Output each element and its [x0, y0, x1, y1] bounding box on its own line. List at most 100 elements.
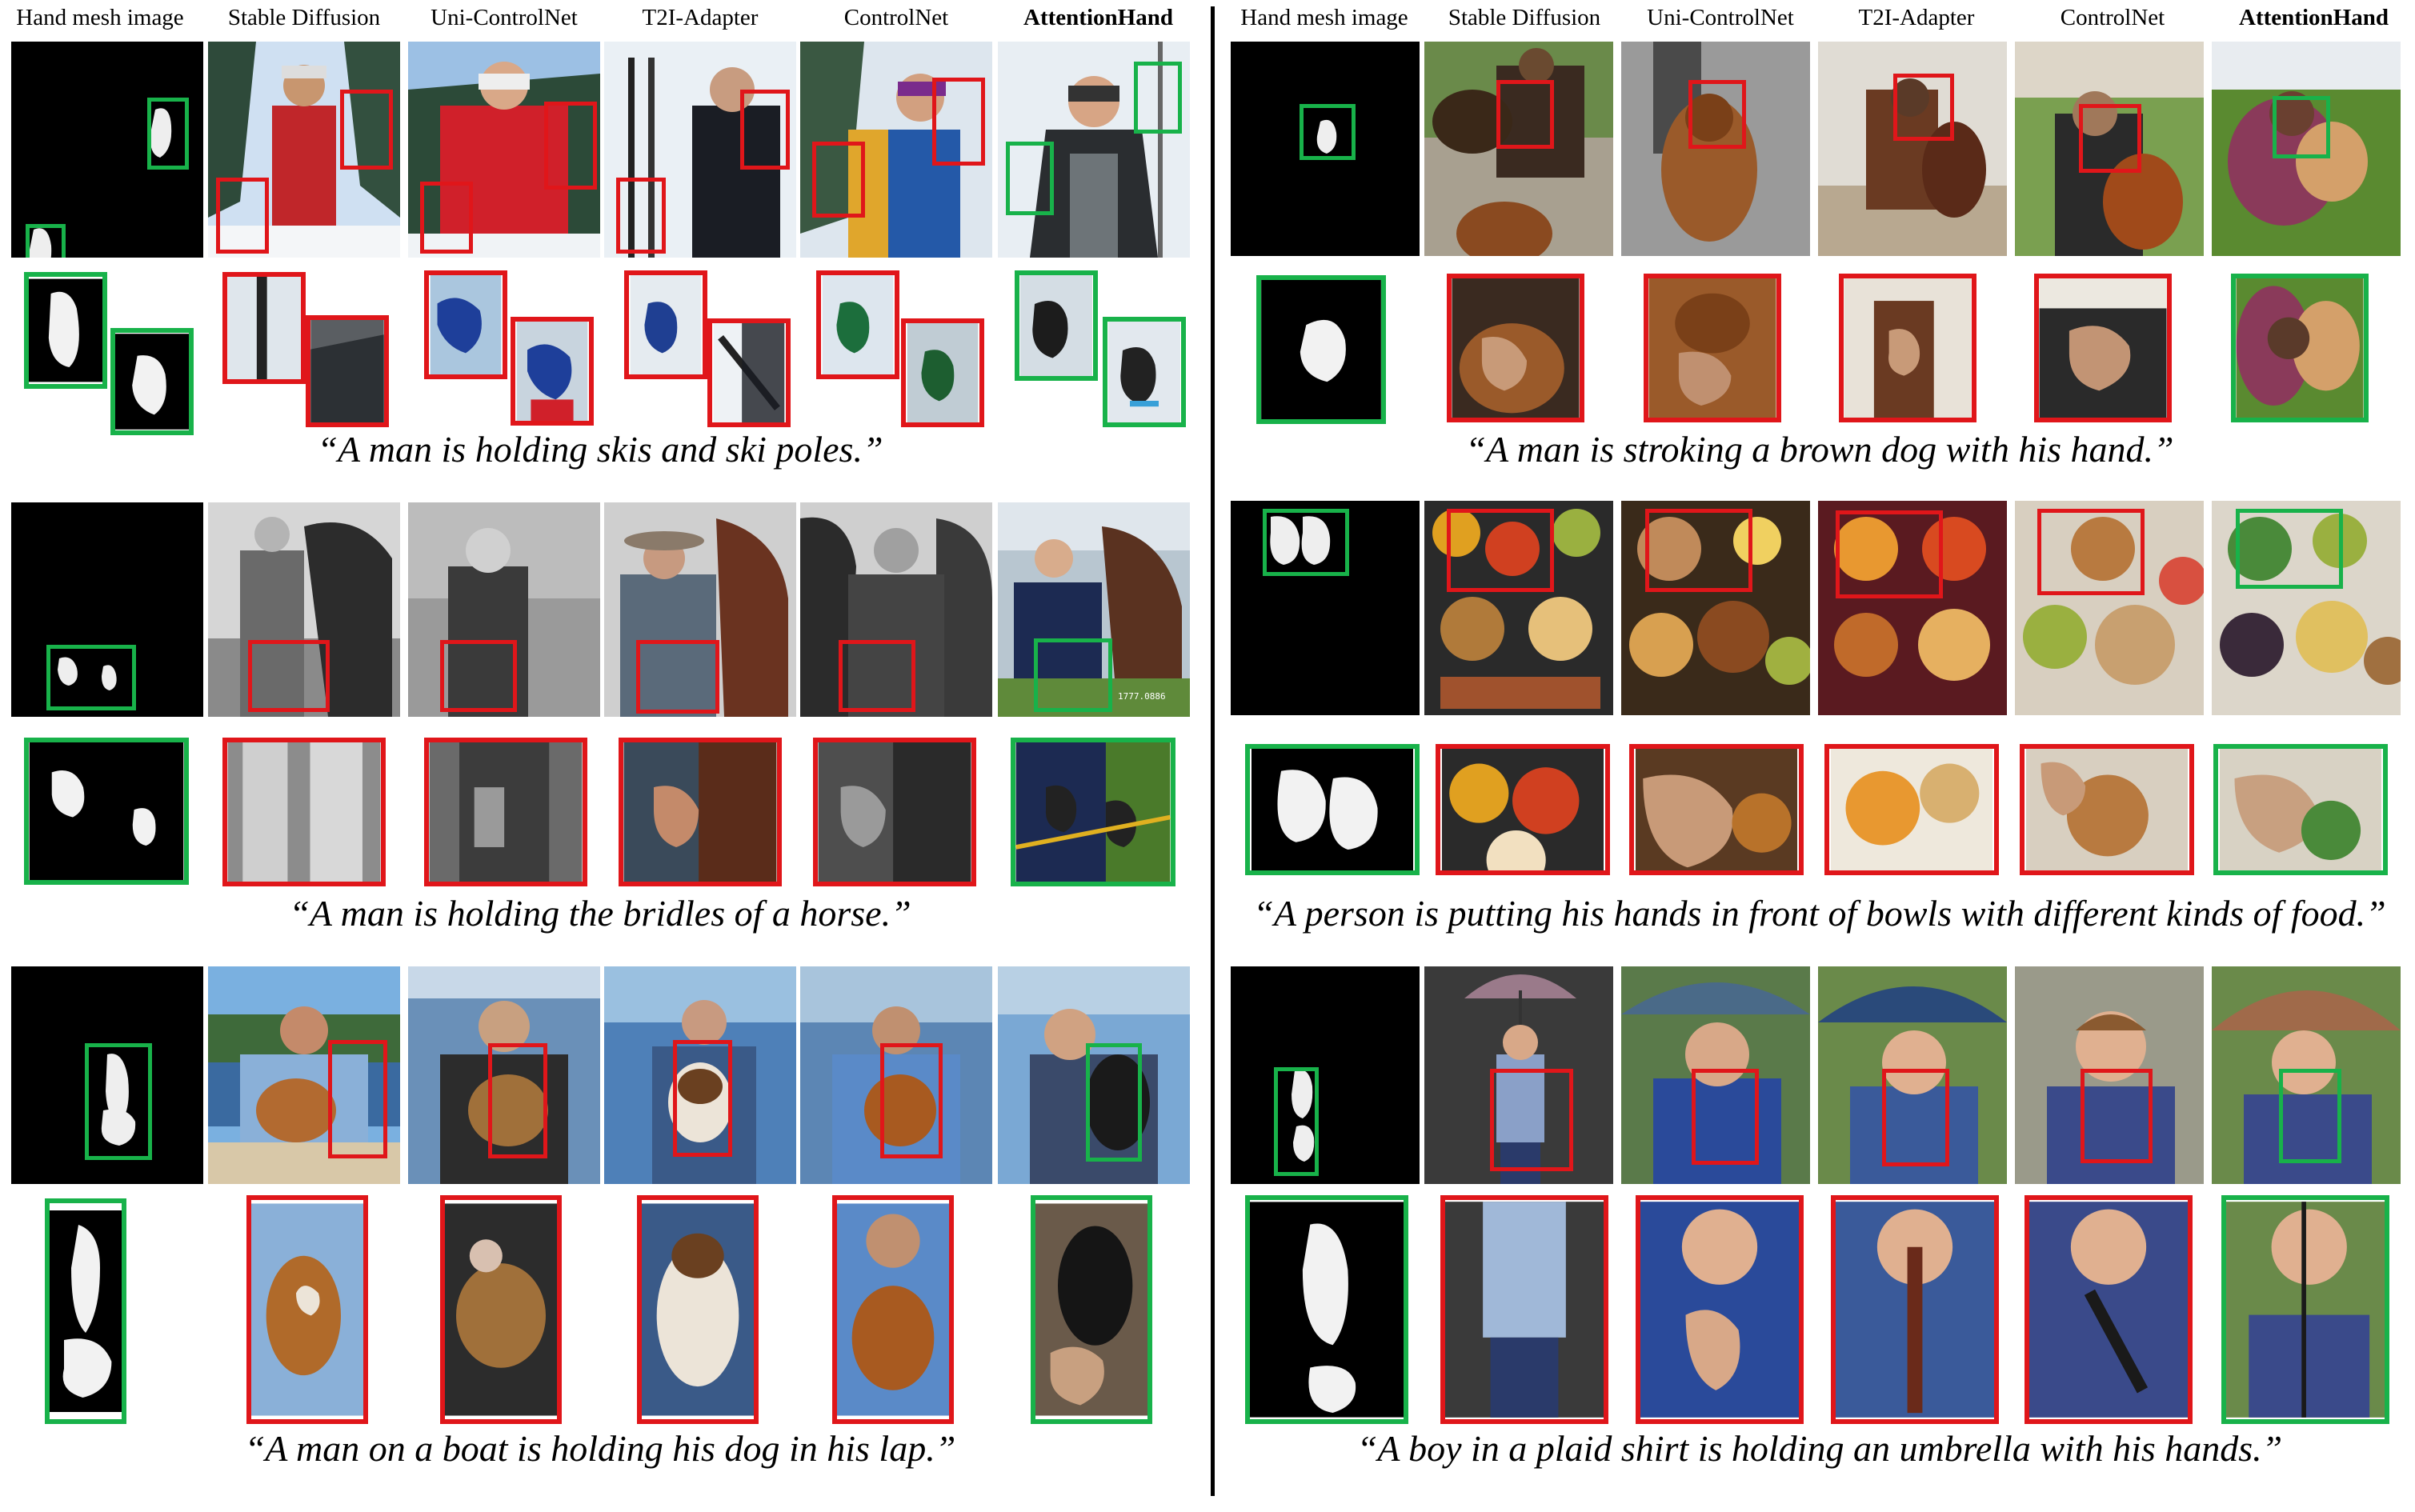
generated-image-t2i-adapter [604, 966, 796, 1184]
hand-mesh-crop [1256, 275, 1386, 424]
header-controlnet: ControlNet [2060, 5, 2165, 30]
success-crop-attentionhand [1031, 1195, 1152, 1424]
hand-mesh-image [1231, 42, 1420, 256]
failure-crop-t2i-adapter [1839, 274, 1976, 422]
header-controlnet: ControlNet [843, 5, 949, 30]
failure-crop-stable-diffusion [1447, 274, 1584, 422]
generated-image-controlnet [2015, 42, 2204, 256]
caption-skis: “A man is holding skis and ski poles.” [317, 429, 883, 470]
header-attentionhand: AttentionHand [2239, 5, 2389, 30]
failure-crop-uni-controlnet [511, 317, 594, 426]
generated-image-uni-controlnet [408, 966, 600, 1184]
success-crop-attentionhand [2231, 274, 2369, 422]
header-uni-controlnet: Uni-ControlNet [1647, 5, 1794, 30]
failure-crop-stable-diffusion [222, 272, 306, 384]
hand-mesh-image [1231, 501, 1420, 715]
header-t2i-adapter: T2I-Adapter [642, 5, 759, 30]
generated-image-controlnet [800, 502, 992, 717]
generated-image-attentionhand [998, 42, 1190, 258]
failure-crop-t2i-adapter [624, 270, 707, 379]
generated-image-t2i-adapter [1818, 501, 2007, 715]
failure-crop-uni-controlnet [424, 270, 507, 379]
failure-crop-t2i-adapter [1831, 1195, 1999, 1424]
header-stable-diffusion: Stable Diffusion [227, 5, 381, 30]
failure-crop-uni-controlnet [1644, 274, 1781, 422]
failure-crop-controlnet [2025, 1195, 2193, 1424]
watermark-text: 1777.0886 [1118, 691, 1166, 702]
left-panel: Hand mesh image Stable Diffusion Uni-Con… [0, 0, 1200, 1512]
generated-image-attentionhand [2212, 966, 2401, 1184]
generated-image-attentionhand [2212, 501, 2401, 715]
generated-image-t2i-adapter [1818, 42, 2007, 256]
failure-crop-t2i-adapter [1824, 744, 1999, 875]
generated-image-t2i-adapter [604, 502, 796, 717]
caption-food-bowls: “A person is putting his hands in front … [1253, 893, 2386, 934]
failure-crop-t2i-adapter [637, 1195, 759, 1424]
right-panel: Hand mesh image Stable Diffusion Uni-Con… [1224, 0, 2415, 1512]
success-crop-attentionhand [2221, 1195, 2389, 1424]
generated-image-controlnet [800, 966, 992, 1184]
generated-image-stable-diffusion [1424, 501, 1613, 715]
generated-image-uni-controlnet [408, 502, 600, 717]
failure-crop-stable-diffusion [1440, 1195, 1608, 1424]
caption-horse: “A man is holding the bridles of a horse… [289, 893, 911, 934]
failure-crop-stable-diffusion [246, 1195, 368, 1424]
generated-image-stable-diffusion [208, 966, 400, 1184]
failure-crop-controlnet [2020, 744, 2194, 875]
caption-dog-stroking: “A man is stroking a brown dog with his … [1465, 429, 2174, 470]
header-uni-controlnet: Uni-ControlNet [431, 5, 578, 30]
generated-image-uni-controlnet [1621, 501, 1810, 715]
generated-image-t2i-adapter [1818, 966, 2007, 1184]
failure-crop-stable-diffusion [222, 738, 386, 886]
generated-image-controlnet [800, 42, 992, 258]
failure-crop-controlnet [2034, 274, 2172, 422]
failure-crop-uni-controlnet [440, 1195, 562, 1424]
header-hand-mesh: Hand mesh image [16, 5, 184, 30]
generated-image-attentionhand: 1777.0886 [998, 502, 1190, 717]
header-hand-mesh: Hand mesh image [1240, 5, 1408, 30]
hand-mesh-crop [110, 328, 194, 435]
generated-image-stable-diffusion [208, 502, 400, 717]
failure-crop-stable-diffusion [1436, 744, 1610, 875]
failure-crop-controlnet [832, 1195, 954, 1424]
hand-mesh-crop [1245, 744, 1420, 875]
generated-image-controlnet [2015, 501, 2204, 715]
hand-mesh-crop [24, 272, 107, 389]
panel-divider [1211, 6, 1215, 1496]
hand-mesh-image [11, 966, 203, 1184]
generated-image-attentionhand [2212, 42, 2401, 256]
hand-mesh-crop [24, 738, 189, 885]
failure-crop-controlnet [901, 318, 984, 427]
generated-image-uni-controlnet [1621, 42, 1810, 256]
header-stable-diffusion: Stable Diffusion [1448, 5, 1601, 30]
generated-image-stable-diffusion [1424, 42, 1613, 256]
caption-boat: “A man on a boat is holding his dog in h… [244, 1428, 956, 1469]
hand-mesh-image [11, 42, 203, 258]
generated-image-t2i-adapter [604, 42, 796, 258]
generated-image-uni-controlnet [1621, 966, 1810, 1184]
success-crop-attentionhand [1011, 738, 1175, 886]
hand-mesh-crop [1245, 1195, 1408, 1424]
failure-crop-stable-diffusion [306, 315, 389, 427]
header-attentionhand: AttentionHand [1023, 5, 1173, 30]
header-t2i-adapter: T2I-Adapter [1858, 5, 1975, 30]
failure-crop-controlnet [813, 738, 976, 886]
success-crop-attentionhand [2213, 744, 2388, 875]
hand-mesh-crop [45, 1198, 126, 1424]
failure-crop-t2i-adapter [707, 318, 791, 427]
failure-crop-uni-controlnet [424, 738, 587, 886]
generated-image-uni-controlnet [408, 42, 600, 258]
caption-umbrella: “A boy in a plaid shirt is holding an um… [1356, 1428, 2283, 1469]
failure-crop-t2i-adapter [619, 738, 782, 886]
failure-crop-controlnet [816, 270, 899, 379]
hand-mesh-image [1231, 966, 1420, 1184]
generated-image-attentionhand [998, 966, 1190, 1184]
generated-image-stable-diffusion [208, 42, 400, 258]
hand-mesh-image [11, 502, 203, 717]
failure-crop-uni-controlnet [1629, 744, 1804, 875]
generated-image-stable-diffusion [1424, 966, 1613, 1184]
success-crop-attentionhand [1015, 270, 1098, 381]
failure-crop-uni-controlnet [1636, 1195, 1804, 1424]
generated-image-controlnet [2015, 966, 2204, 1184]
success-crop-attentionhand [1103, 317, 1186, 427]
